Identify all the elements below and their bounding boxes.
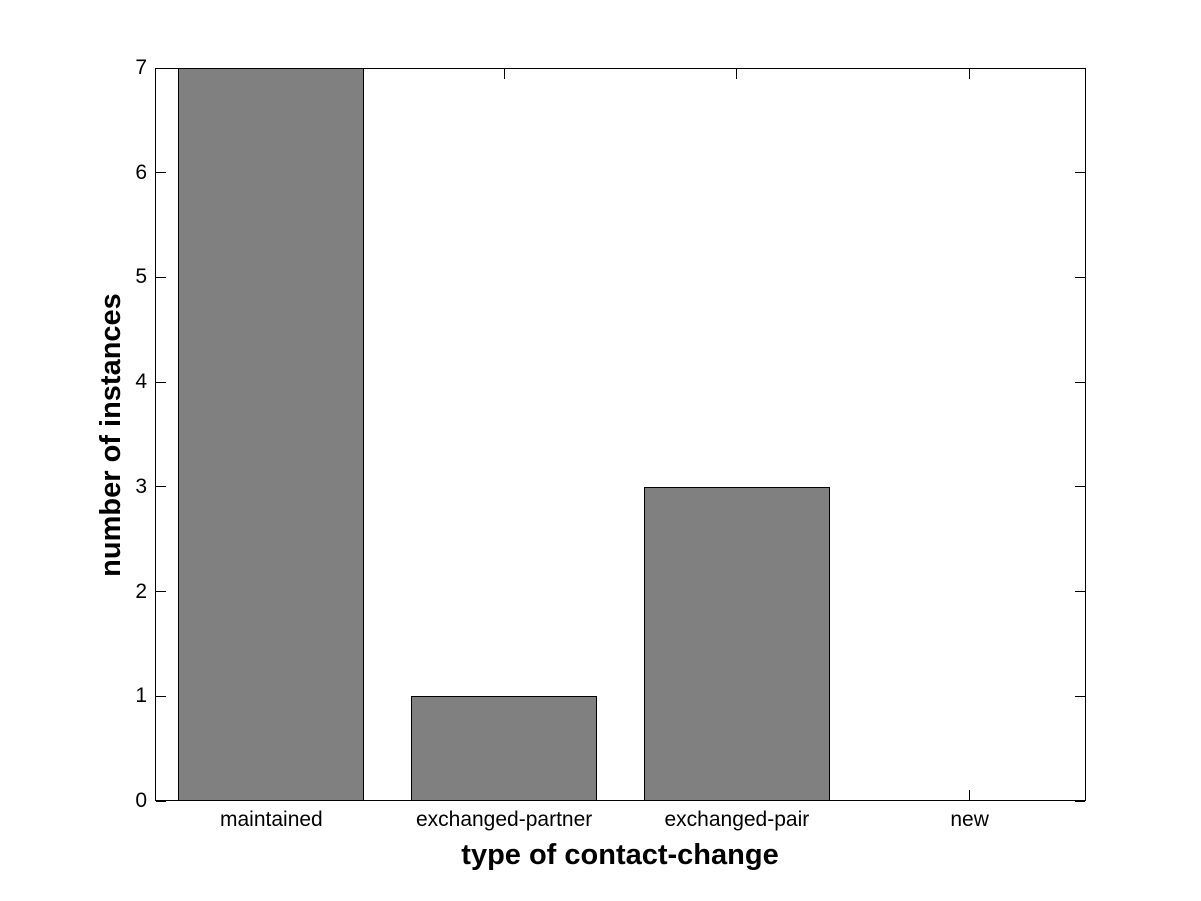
- x-tick-label: exchanged-partner: [415, 808, 593, 831]
- x-tick-top: [503, 69, 505, 79]
- y-tick-label: 6: [135, 160, 147, 184]
- y-tick-label: 1: [135, 684, 147, 708]
- y-tick-left: [156, 381, 166, 383]
- x-axis-label: type of contact-change: [461, 839, 779, 871]
- y-tick-right: [1075, 486, 1085, 488]
- y-tick-left: [156, 695, 166, 697]
- y-tick-right: [1075, 276, 1085, 278]
- bar-maintained: [178, 68, 365, 801]
- x-tick-bottom: [969, 790, 971, 800]
- y-tick-label: 0: [135, 789, 147, 812]
- x-tick-label: maintained: [220, 808, 323, 831]
- y-tick-right: [1075, 800, 1085, 802]
- y-tick-right: [1075, 172, 1085, 174]
- plot-area: [155, 68, 1086, 801]
- y-tick-left: [156, 276, 166, 278]
- y-tick-right: [1075, 381, 1085, 383]
- y-axis-label: number of instances: [95, 293, 127, 577]
- y-tick-label: 7: [135, 56, 147, 79]
- x-tick-label: new: [950, 808, 989, 831]
- x-tick-top: [969, 69, 971, 79]
- y-tick-label: 5: [135, 265, 147, 289]
- y-tick-left: [156, 486, 166, 488]
- y-tick-left: [156, 67, 166, 69]
- y-tick-left: [156, 172, 166, 174]
- y-tick-left: [156, 591, 166, 593]
- y-tick-label: 4: [135, 370, 147, 394]
- y-tick-label: 3: [135, 474, 147, 498]
- y-tick-right: [1075, 591, 1085, 593]
- y-tick-right: [1075, 695, 1085, 697]
- bar-exchanged-partner: [411, 696, 598, 801]
- x-tick-label: exchanged-pair: [664, 808, 810, 831]
- y-tick-right: [1075, 67, 1085, 69]
- y-tick-left: [156, 800, 166, 802]
- x-tick-top: [736, 69, 738, 79]
- y-tick-label: 2: [135, 579, 147, 603]
- bar-exchanged-pair: [643, 486, 830, 801]
